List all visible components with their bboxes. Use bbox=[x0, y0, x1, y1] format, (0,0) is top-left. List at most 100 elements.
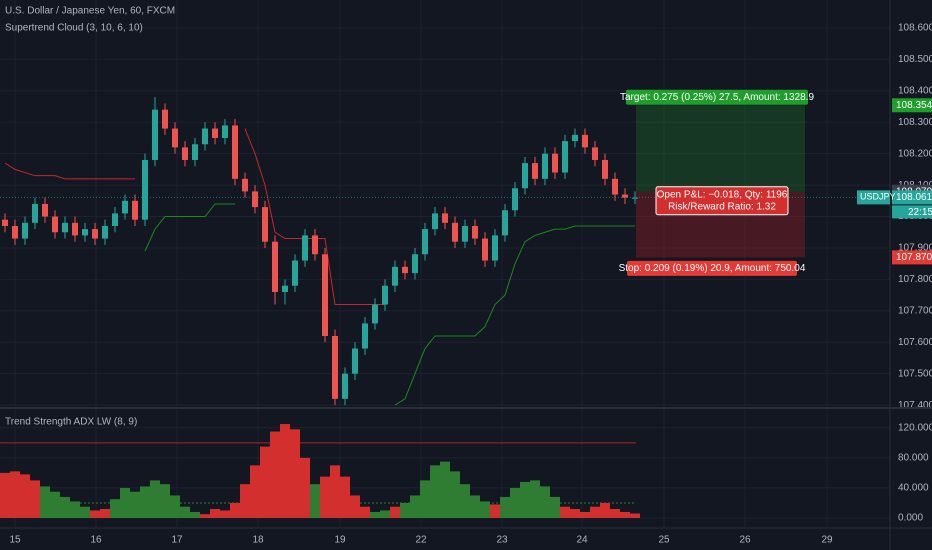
candle-body bbox=[242, 178, 248, 192]
candle-body bbox=[502, 210, 508, 236]
x-tick-label: 15 bbox=[9, 535, 21, 546]
y-tick-label: 108.600 bbox=[898, 23, 932, 34]
x-tick-label: 17 bbox=[171, 535, 183, 546]
adx-bar bbox=[270, 431, 280, 518]
adx-bar bbox=[310, 484, 320, 518]
adx-bar bbox=[540, 486, 550, 518]
candle-body bbox=[622, 194, 628, 198]
adx-title: Trend Strength ADX LW (8, 9) bbox=[5, 417, 137, 428]
adx-bar bbox=[20, 474, 30, 518]
adx-bar bbox=[170, 495, 180, 518]
candle-body bbox=[222, 125, 228, 138]
candle-body bbox=[422, 229, 428, 255]
candle-body bbox=[192, 144, 198, 160]
adx-bar bbox=[190, 511, 200, 518]
adx-bar bbox=[150, 480, 160, 518]
candle-body bbox=[262, 207, 268, 242]
candle-body bbox=[212, 128, 218, 138]
adx-bar bbox=[510, 487, 520, 518]
adx-bar bbox=[380, 510, 390, 518]
adx-bar bbox=[480, 501, 490, 518]
candle-body bbox=[352, 348, 358, 374]
adx-bar bbox=[60, 496, 70, 518]
candle-body bbox=[302, 235, 308, 261]
candle-body bbox=[112, 213, 118, 226]
adx-bar bbox=[80, 506, 90, 518]
y-tick-label: 107.700 bbox=[898, 305, 932, 316]
candle-body bbox=[472, 225, 478, 239]
stop-price-tag bbox=[892, 250, 932, 265]
symbol-box bbox=[857, 190, 890, 205]
candle-body bbox=[602, 159, 608, 179]
adx-bar bbox=[300, 457, 310, 518]
y-tick-label: 107.900 bbox=[898, 243, 932, 254]
y-tick-label: 107.600 bbox=[898, 337, 932, 348]
adx-bar bbox=[230, 502, 240, 518]
candle-body bbox=[592, 147, 598, 160]
x-tick-label: 29 bbox=[821, 535, 833, 546]
y-tick-label: 108.200 bbox=[898, 148, 932, 159]
candle-body bbox=[332, 335, 338, 399]
x-tick-label: 26 bbox=[739, 535, 751, 546]
x-tick-label: 18 bbox=[252, 535, 264, 546]
adx-bar bbox=[100, 508, 110, 518]
adx-bar bbox=[550, 496, 560, 518]
candle-body bbox=[92, 229, 98, 239]
adx-bar bbox=[260, 446, 270, 518]
adx-bar bbox=[110, 499, 120, 518]
adx-bar bbox=[240, 484, 250, 518]
countdown-box bbox=[892, 205, 932, 219]
target-price-tag bbox=[892, 98, 932, 113]
target-label: Target: 0.275 (0.25%) 27.5, Amount: 1328… bbox=[620, 92, 814, 103]
adx-bar bbox=[420, 480, 430, 518]
x-tick-label: 25 bbox=[658, 535, 670, 546]
adx-bar bbox=[500, 496, 510, 518]
candle-body bbox=[452, 222, 458, 242]
adx-bar bbox=[0, 472, 10, 518]
x-tick-label: 19 bbox=[334, 535, 346, 546]
adx-bar bbox=[580, 511, 590, 518]
candle-body bbox=[272, 241, 278, 292]
adx-bar bbox=[140, 486, 150, 518]
candle-body bbox=[362, 323, 368, 349]
candle-body bbox=[552, 153, 558, 173]
indicator-title: Supertrend Cloud (3, 10, 6, 10) bbox=[5, 23, 143, 34]
candle-body bbox=[62, 222, 68, 233]
adx-bar bbox=[530, 480, 540, 518]
adx-bar bbox=[320, 476, 330, 518]
adx-bar bbox=[220, 510, 230, 518]
candle-body bbox=[52, 216, 58, 233]
candle-body bbox=[582, 134, 588, 148]
adx-bar bbox=[40, 486, 50, 518]
countdown: 22:15 bbox=[908, 207, 932, 218]
adx-bar bbox=[360, 506, 370, 518]
y-tick-label: 108.300 bbox=[898, 117, 932, 128]
adx-bar bbox=[440, 461, 450, 518]
candle-body bbox=[542, 153, 548, 179]
adx-bar bbox=[450, 471, 460, 518]
candle-body bbox=[402, 266, 408, 274]
candle-body bbox=[82, 229, 88, 236]
adx-bar bbox=[200, 514, 210, 518]
y-tick-label: 80.000 bbox=[898, 452, 929, 463]
candle-body bbox=[572, 134, 578, 142]
candle-body bbox=[122, 200, 128, 214]
candle-body bbox=[22, 222, 28, 239]
candle-body bbox=[252, 191, 258, 208]
adx-bar bbox=[280, 424, 290, 518]
adx-bar bbox=[70, 501, 80, 518]
candle-body bbox=[292, 260, 298, 286]
adx-bar bbox=[390, 506, 400, 518]
candle-body bbox=[522, 163, 528, 189]
adx-bar bbox=[560, 506, 570, 518]
y-tick-label: 0.000 bbox=[898, 513, 923, 524]
chart-title: U.S. Dollar / Japanese Yen, 60, FXCM bbox=[5, 6, 175, 17]
adx-bar bbox=[520, 481, 530, 518]
y-tick-label: 107.800 bbox=[898, 274, 932, 285]
candle-body bbox=[232, 125, 238, 179]
adx-bar bbox=[50, 491, 60, 518]
adx-bar bbox=[600, 502, 610, 518]
candle-body bbox=[42, 203, 48, 217]
candle-body bbox=[612, 178, 618, 195]
